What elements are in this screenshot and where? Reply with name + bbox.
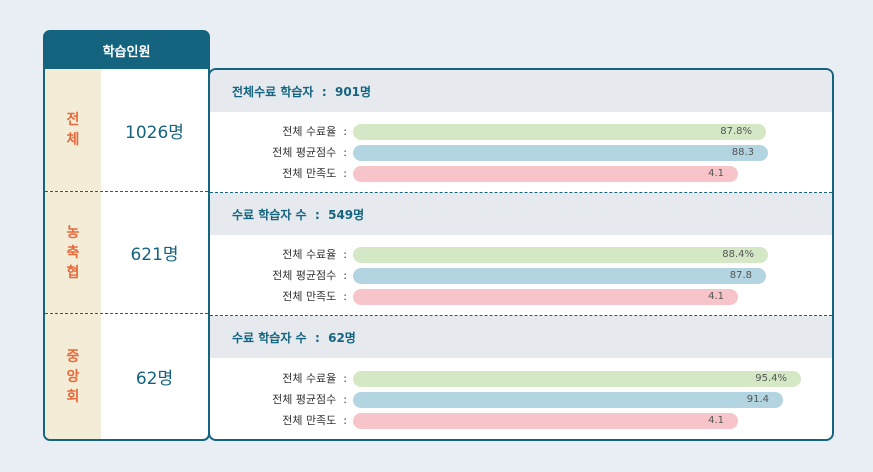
metric-bar: 88.4% [353,247,768,263]
learners-header: 학습인원 [43,30,210,70]
metric-bar: 87.8% [353,124,766,140]
section-title: 수료 학습자 수 : 62명 [210,316,832,358]
metric-label: 전체 만족도 : [282,290,347,303]
category-cell: 중앙회 [45,314,101,439]
metric-label: 전체 수료율 : [282,125,347,138]
metric-bar: 4.1 [353,289,738,305]
satisfaction-row: 전체 만족도 : 4.1 [210,289,832,305]
completion-rate-row: 전체 수료율 : 87.8% [210,124,832,140]
metric-label: 전체 평균점수 : [272,393,347,406]
metric-label: 전체 평균점수 : [272,269,347,282]
learners-row-nonghyup: 농축협 621명 [45,191,208,313]
metric-label: 전체 수료율 : [282,248,347,261]
metric-label: 전체 만족도 : [282,167,347,180]
metric-bar: 91.4 [353,392,783,408]
category-label: 중앙회 [66,348,80,405]
learners-row-central: 중앙회 62명 [45,313,208,439]
metric-bar: 95.4% [353,371,801,387]
category-cell: 전체 [45,69,101,191]
section-title: 전체수료 학습자 : 901명 [210,70,832,112]
learner-count: 62명 [135,369,174,389]
learners-row-total: 전체 1026명 [45,69,208,191]
section-title: 수료 학습자 수 : 549명 [210,193,832,235]
category-label: 전체 [66,112,80,148]
completion-rate-row: 전체 수료율 : 88.4% [210,247,832,263]
average-score-row: 전체 평균점수 : 91.4 [210,392,832,408]
metric-label: 전체 평균점수 : [272,146,347,159]
average-score-row: 전체 평균점수 : 88.3 [210,145,832,161]
learners-panel: 전체 1026명 농축협 621명 중앙회 62명 [43,69,210,441]
metric-bar: 87.8 [353,268,766,284]
satisfaction-row: 전체 만족도 : 4.1 [210,166,832,182]
metric-bar: 4.1 [353,166,738,182]
completion-rate-row: 전체 수료율 : 95.4% [210,371,832,387]
metric-bar: 4.1 [353,413,738,429]
satisfaction-row: 전체 만족도 : 4.1 [210,413,832,429]
average-score-row: 전체 평균점수 : 87.8 [210,268,832,284]
metric-label: 전체 만족도 : [282,414,347,427]
learner-count: 1026명 [125,122,184,143]
learner-count: 621명 [130,245,179,265]
category-label: 농축협 [66,224,80,281]
metric-label: 전체 수료율 : [282,372,347,385]
metric-bar: 88.3 [353,145,768,161]
category-cell: 농축협 [45,192,101,313]
